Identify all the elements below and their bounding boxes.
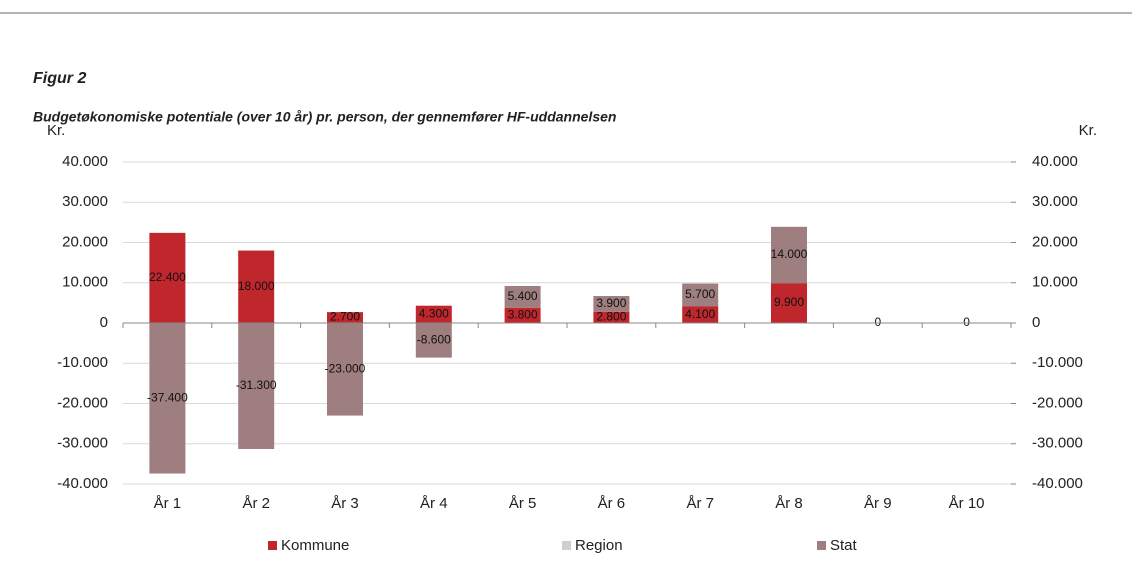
x-tick-label: År 7 <box>686 495 714 512</box>
y-tick-label: 30.000 <box>62 193 108 210</box>
y-tick-label: 10.000 <box>62 274 108 291</box>
data-label: -8.600 <box>417 332 451 346</box>
bar-segment <box>149 323 186 474</box>
bar-segment <box>593 311 630 323</box>
y2-tick-label: 30.000 <box>1032 193 1078 210</box>
y2-tick-label: -40.000 <box>1032 475 1083 492</box>
legend-label: Stat <box>830 537 858 554</box>
x-tick-label: År 3 <box>331 495 359 512</box>
y-tick-label: -40.000 <box>57 475 108 492</box>
y-tick-label: -20.000 <box>57 394 108 411</box>
bar-segment <box>771 283 807 323</box>
bar-segment <box>682 306 719 323</box>
chart-subtitle: Budgetøkonomiske potentiale (over 10 år)… <box>33 109 616 125</box>
data-label: 14.000 <box>771 247 808 261</box>
data-label: 4.300 <box>419 307 449 321</box>
data-label: 18.000 <box>238 279 275 293</box>
data-label: 0 <box>963 315 970 329</box>
legend-label: Region <box>575 537 623 554</box>
y2-tick-label: -10.000 <box>1032 354 1083 371</box>
data-label: 3.900 <box>596 296 626 310</box>
bar-segment <box>327 312 363 323</box>
y2-tick-label: 0 <box>1032 314 1040 331</box>
x-tick-label: År 9 <box>864 495 892 512</box>
x-tick-label: År 1 <box>154 495 182 512</box>
bar-segment <box>593 296 630 312</box>
y2-tick-label: 10.000 <box>1032 274 1078 291</box>
data-label: 5.400 <box>508 289 538 303</box>
bar-segment <box>682 283 719 307</box>
y2-axis-label: Kr. <box>1079 122 1097 139</box>
legend-swatch <box>817 541 826 550</box>
data-label: 2.700 <box>330 310 360 324</box>
x-tick-label: År 2 <box>242 495 270 512</box>
bar-segment <box>238 250 275 323</box>
data-label: -37.400 <box>147 390 188 404</box>
x-tick-label: År 4 <box>420 495 448 512</box>
y2-tick-label: -30.000 <box>1032 435 1083 452</box>
y-tick-label: 40.000 <box>62 153 108 170</box>
x-tick-label: År 10 <box>949 495 985 512</box>
y-tick-label: 0 <box>100 314 108 331</box>
bar-segment <box>238 323 275 449</box>
data-label: -23.000 <box>325 361 366 375</box>
legend-swatch <box>268 541 277 550</box>
chart-title: Figur 2 <box>33 70 86 87</box>
y2-tick-label: 20.000 <box>1032 233 1078 250</box>
bar-segment <box>327 323 363 416</box>
bar-segment <box>504 307 541 323</box>
data-label: 9.900 <box>774 295 804 309</box>
x-tick-label: År 5 <box>509 495 537 512</box>
bar-segment <box>415 305 452 323</box>
data-label: -31.300 <box>236 378 277 392</box>
data-label: 2.800 <box>596 310 626 324</box>
bar-segment <box>504 285 541 308</box>
data-label: 4.100 <box>685 307 715 321</box>
x-tick-label: År 6 <box>598 495 626 512</box>
y-tick-label: -30.000 <box>57 435 108 452</box>
y-axis-label: Kr. <box>47 122 65 139</box>
data-label: 5.700 <box>685 287 715 301</box>
data-label: 0 <box>874 315 881 329</box>
data-label: 22.400 <box>149 270 186 284</box>
x-tick-label: År 8 <box>775 495 803 512</box>
y-tick-label: 20.000 <box>62 233 108 250</box>
y2-tick-label: -20.000 <box>1032 394 1083 411</box>
y-tick-label: -10.000 <box>57 354 108 371</box>
data-label: 3.800 <box>508 308 538 322</box>
legend-swatch <box>562 541 571 550</box>
y2-tick-label: 40.000 <box>1032 153 1078 170</box>
bar-segment <box>149 232 186 323</box>
bar-segment <box>415 323 452 358</box>
legend-label: Kommune <box>281 537 349 554</box>
bar-segment <box>771 226 807 284</box>
